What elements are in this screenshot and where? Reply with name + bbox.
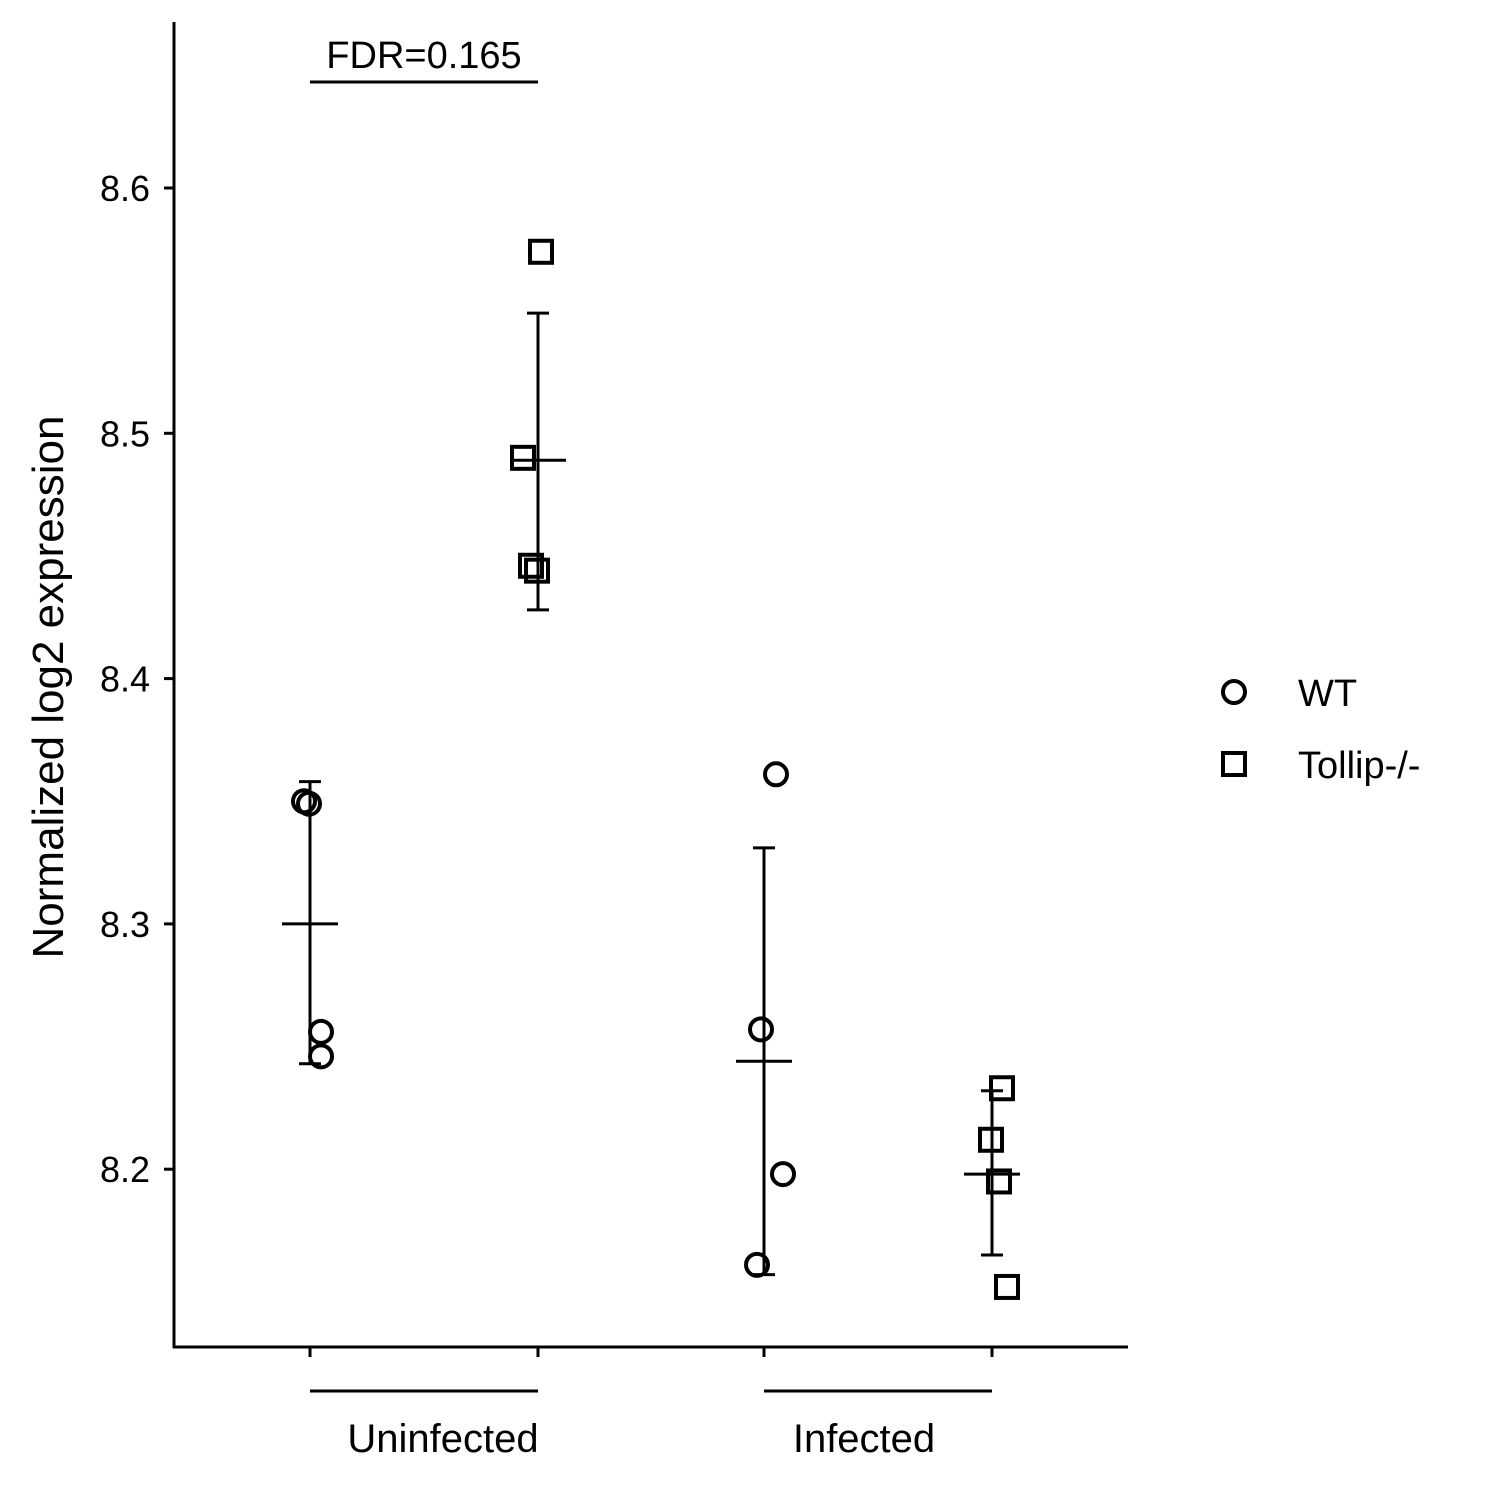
y-tick-label: 8.6 <box>100 168 150 209</box>
data-point-infected-tollip <box>986 1168 1012 1195</box>
y-tick-label: 8.3 <box>100 904 150 945</box>
data-point-infected-wt <box>748 1016 774 1043</box>
y-axis-title: Normalized log2 expression <box>24 416 73 959</box>
group-label: Uninfected <box>347 1417 538 1461</box>
data-point-infected-wt <box>770 1161 796 1188</box>
data-point-uninfected-tollip <box>510 444 536 471</box>
data-point-infected-tollip <box>989 1075 1015 1102</box>
y-tick-label: 8.4 <box>100 659 150 700</box>
data-point-uninfected-wt <box>308 1018 334 1045</box>
data-point-uninfected-tollip <box>518 552 544 579</box>
data-point-infected-wt <box>763 761 789 788</box>
data-point-uninfected-wt <box>308 1043 334 1070</box>
y-tick-label: 8.5 <box>100 413 150 454</box>
data-point-infected-wt <box>744 1251 770 1278</box>
data-point-uninfected-tollip <box>524 557 550 584</box>
data-point-uninfected-wt <box>296 790 322 817</box>
data-point-infected-tollip <box>994 1273 1020 1300</box>
y-tick-label: 8.2 <box>100 1149 150 1190</box>
legend-marker-wt <box>1221 679 1247 705</box>
fdr-annotation: FDR=0.165 <box>326 35 521 77</box>
data-point-uninfected-tollip <box>528 238 554 265</box>
legend-label-wt: WT <box>1298 673 1357 715</box>
group-label: Infected <box>793 1417 935 1461</box>
legend-marker-tollip <box>1221 751 1247 777</box>
data-point-infected-tollip <box>978 1126 1004 1153</box>
legend-label-tollip: Tollip-/- <box>1298 745 1420 787</box>
